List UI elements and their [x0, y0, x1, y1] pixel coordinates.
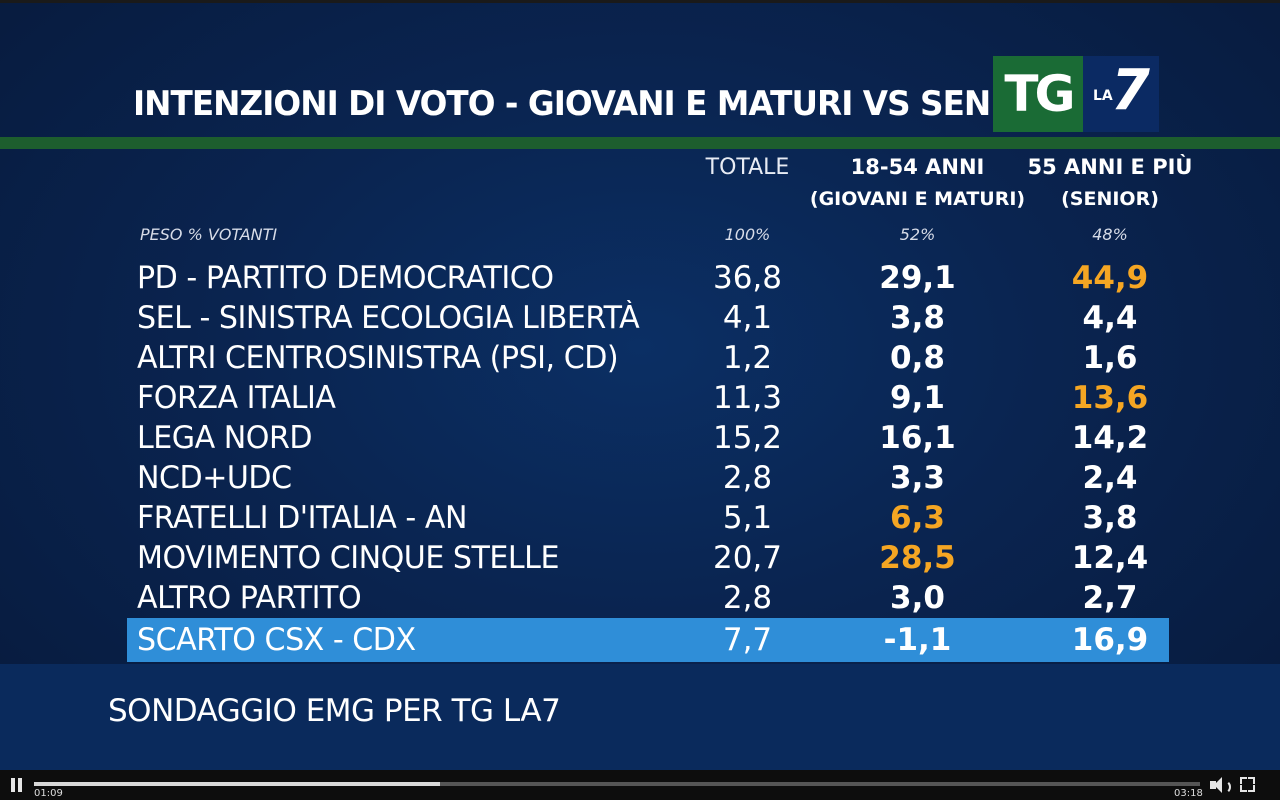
value-totale: 5,1 [722, 500, 773, 536]
logo-seven: 7 [1111, 58, 1150, 123]
value-giovani: 0,8 [890, 340, 945, 376]
party-name: FRATELLI D'ITALIA - AN [137, 500, 467, 536]
value-senior: 2,7 [1082, 580, 1138, 616]
column-header-giovani: 18-54 ANNI [850, 155, 985, 179]
table-row: LEGA NORD 15,2 16,1 14,2 [0, 418, 1280, 458]
value-totale: 11,3 [712, 380, 783, 416]
value-giovani: -1,1 [883, 622, 952, 658]
value-totale: 7,7 [722, 622, 773, 658]
value-giovani: 3,3 [890, 460, 945, 496]
value-senior: 1,6 [1082, 340, 1138, 376]
logo-la7: LA 7 [1083, 56, 1159, 132]
scarto-row: SCARTO CSX - CDX 7,7 -1,1 16,9 [0, 618, 1280, 662]
poll-source: SONDAGGIO EMG PER TG LA7 [108, 693, 561, 729]
broadcast-title: INTENZIONI DI VOTO - GIOVANI E MATURI VS… [133, 84, 1053, 124]
logo-la: LA [1093, 88, 1113, 104]
column-subheader-senior: (SENIOR) [1061, 188, 1159, 210]
value-senior: 4,4 [1082, 300, 1138, 336]
value-senior: 44,9 [1071, 260, 1149, 296]
table-row: SEL - SINISTRA ECOLOGIA LIBERTÀ 4,1 3,8 … [0, 298, 1280, 338]
value-giovani: 6,3 [890, 500, 945, 536]
party-name: FORZA ITALIA [137, 380, 336, 416]
fullscreen-icon[interactable] [1240, 777, 1255, 792]
duration: 03:18 [1174, 788, 1203, 799]
table-row: ALTRO PARTITO 2,8 3,0 2,7 [0, 578, 1280, 618]
footer-band [0, 664, 1280, 770]
video-controls: 01:09 03:18 [0, 770, 1280, 800]
pause-icon[interactable] [10, 778, 24, 792]
table-row: MOVIMENTO CINQUE STELLE 20,7 28,5 12,4 [0, 538, 1280, 578]
party-name: LEGA NORD [137, 420, 313, 456]
value-giovani: 3,0 [890, 580, 945, 616]
value-senior: 2,4 [1082, 460, 1138, 496]
value-totale: 4,1 [722, 300, 773, 336]
value-senior: 12,4 [1071, 540, 1149, 576]
column-subheader-giovani: (GIOVANI E MATURI) [809, 188, 1026, 210]
value-giovani: 3,8 [890, 300, 945, 336]
progress-fill [34, 782, 440, 786]
table-row: NCD+UDC 2,8 3,3 2,4 [0, 458, 1280, 498]
party-name: MOVIMENTO CINQUE STELLE [137, 540, 559, 576]
progress-bar[interactable] [34, 782, 1200, 786]
volume-icon[interactable] [1210, 777, 1232, 794]
poll-table: PD - PARTITO DEMOCRATICO 36,8 29,1 44,9 … [0, 258, 1280, 662]
video-frame[interactable]: INTENZIONI DI VOTO - GIOVANI E MATURI VS… [0, 0, 1280, 770]
peso-label: PESO % VOTANTI [140, 225, 278, 244]
value-giovani: 29,1 [879, 260, 956, 296]
party-name: PD - PARTITO DEMOCRATICO [137, 260, 554, 296]
value-totale: 2,8 [722, 580, 773, 616]
value-senior: 13,6 [1071, 380, 1149, 416]
logo-tg: TG [993, 56, 1083, 132]
value-totale: 15,2 [712, 420, 783, 456]
party-name: ALTRO PARTITO [137, 580, 362, 616]
table-row: FORZA ITALIA 11,3 9,1 13,6 [0, 378, 1280, 418]
value-totale: 1,2 [722, 340, 773, 376]
value-senior: 14,2 [1071, 420, 1149, 456]
peso-giovani: 52% [899, 225, 936, 244]
tg-la7-logo: TG LA 7 [993, 56, 1159, 132]
value-totale: 36,8 [712, 260, 783, 296]
current-time: 01:09 [34, 788, 63, 799]
value-giovani: 28,5 [879, 540, 956, 576]
table-row: PD - PARTITO DEMOCRATICO 36,8 29,1 44,9 [0, 258, 1280, 298]
value-giovani: 9,1 [890, 380, 945, 416]
party-name: ALTRI CENTROSINISTRA (PSI, CD) [137, 340, 619, 376]
column-header-senior: 55 ANNI E PIÙ [1027, 155, 1193, 179]
peso-senior: 48% [1092, 225, 1128, 244]
value-giovani: 16,1 [879, 420, 956, 456]
table-row: ALTRI CENTROSINISTRA (PSI, CD) 1,2 0,8 1… [0, 338, 1280, 378]
party-name: SCARTO CSX - CDX [137, 622, 416, 658]
peso-totale: 100% [724, 225, 771, 244]
value-senior: 16,9 [1071, 622, 1149, 658]
title-divider [0, 137, 1280, 149]
value-totale: 2,8 [722, 460, 773, 496]
value-senior: 3,8 [1082, 500, 1138, 536]
table-row: FRATELLI D'ITALIA - AN 5,1 6,3 3,8 [0, 498, 1280, 538]
value-totale: 20,7 [712, 540, 783, 576]
party-name: SEL - SINISTRA ECOLOGIA LIBERTÀ [137, 300, 640, 336]
column-header-totale: TOTALE [705, 155, 790, 180]
party-name: NCD+UDC [137, 460, 292, 496]
